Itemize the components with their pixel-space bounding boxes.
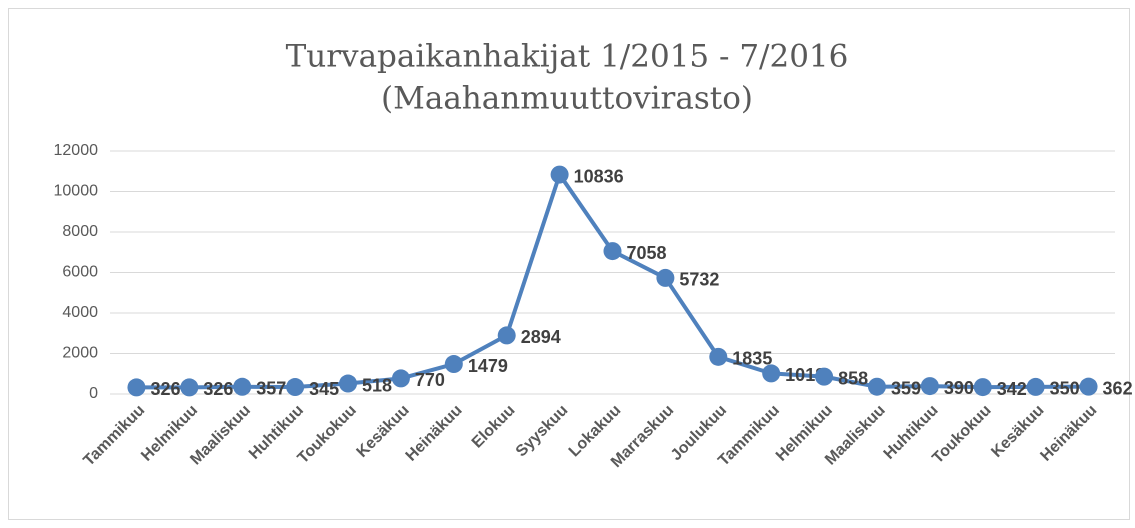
- marker: [973, 378, 992, 397]
- data-label: 5732: [679, 270, 719, 290]
- marker: [550, 165, 569, 184]
- marker: [920, 377, 939, 396]
- data-label: 357: [256, 379, 286, 399]
- data-label: 2894: [521, 327, 561, 347]
- marker: [867, 377, 886, 396]
- data-label: 858: [838, 368, 868, 388]
- marker: [444, 355, 463, 374]
- marker: [180, 378, 199, 397]
- data-label: 1835: [732, 349, 772, 369]
- chart-title: Turvapaikanhakijat 1/2015 - 7/2016: [286, 39, 849, 75]
- data-label: 342: [997, 379, 1027, 399]
- marker: [286, 378, 305, 397]
- data-label: 7058: [627, 243, 667, 263]
- data-label: 518: [362, 375, 392, 395]
- data-label: 350: [1050, 379, 1080, 399]
- marker: [1079, 377, 1098, 396]
- chart-subtitle: (Maahanmuuttovirasto): [381, 81, 753, 117]
- marker: [1026, 377, 1045, 396]
- data-label: 345: [309, 379, 339, 399]
- y-tick-label: 6000: [62, 264, 98, 281]
- marker: [233, 377, 252, 396]
- marker: [709, 347, 728, 366]
- y-tick-label: 0: [89, 385, 98, 402]
- y-tick-label: 2000: [62, 345, 98, 362]
- data-label: 1479: [468, 356, 508, 376]
- data-label: 1018: [785, 365, 825, 385]
- y-tick-label: 10000: [54, 183, 99, 200]
- chart-border: [8, 8, 1130, 520]
- data-label: 362: [1103, 378, 1133, 398]
- data-label: 390: [944, 378, 974, 398]
- marker: [391, 369, 410, 388]
- data-label: 326: [150, 379, 180, 399]
- data-label: 10836: [574, 166, 624, 186]
- data-label: 359: [891, 378, 921, 398]
- data-label: 326: [203, 379, 233, 399]
- marker: [603, 242, 622, 261]
- marker: [339, 374, 358, 393]
- marker: [815, 367, 834, 386]
- y-tick-label: 4000: [62, 304, 98, 321]
- y-tick-label: 8000: [62, 223, 98, 240]
- marker: [127, 378, 146, 397]
- data-label: 770: [415, 370, 445, 390]
- marker: [497, 326, 516, 345]
- y-tick-label: 12000: [54, 142, 99, 159]
- marker: [762, 364, 781, 383]
- marker: [656, 268, 675, 287]
